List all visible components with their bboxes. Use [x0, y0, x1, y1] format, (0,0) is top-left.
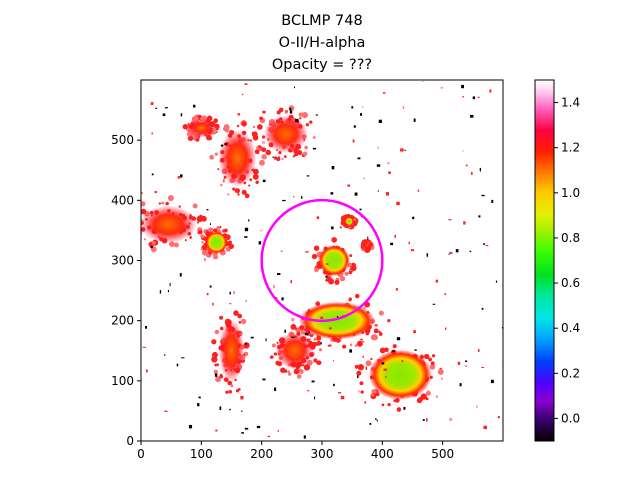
emission-region-2: [354, 344, 444, 412]
colorbar-tick-label-2: 1.0: [561, 186, 580, 200]
colorbar-tick-label-4: 0.6: [561, 276, 580, 290]
aperture-circle: [260, 198, 384, 323]
colorbar-tick-label-0: 1.4: [561, 96, 580, 110]
chart-title-line-1: BCLMP 748: [281, 13, 363, 29]
emission-region-9: [269, 323, 323, 379]
x-tick-label-5: 500: [431, 447, 454, 461]
x-axis: 0 100 200 300 400 500: [137, 441, 454, 461]
emission-region-11: [360, 239, 375, 254]
emission-region-5: [209, 119, 267, 199]
chart-title-line-2: O-II/H-alpha: [278, 35, 366, 51]
y-tick-label-3: 300: [111, 254, 134, 268]
noise-specks: [141, 80, 503, 439]
colorbar-tick-label-7: 0.0: [561, 411, 580, 425]
emission-region-6: [251, 105, 316, 162]
y-tick-label-0: 0: [126, 434, 134, 448]
x-tick-label-3: 300: [311, 447, 334, 461]
emission-region-4: [200, 225, 234, 260]
colorbar-tick-label-3: 0.8: [561, 231, 580, 245]
emission-region-10: [340, 213, 359, 230]
y-tick-label-4: 400: [111, 193, 134, 207]
x-tick-label-1: 100: [190, 447, 213, 461]
y-tick-label-2: 200: [111, 314, 134, 328]
x-tick-label-0: 0: [137, 447, 145, 461]
y-axis: 0 100 200 300 400 500: [111, 133, 141, 448]
colorbar-tick-label-5: 0.4: [561, 321, 580, 335]
colorbar: [534, 79, 555, 442]
emission-region-8: [211, 310, 250, 394]
heatmap-image: [141, 80, 503, 441]
emission-region-3: [141, 194, 207, 253]
chart-title-line-3: Opacity = ???: [271, 57, 373, 73]
colorbar-tick-label-1: 1.2: [561, 141, 580, 155]
x-tick-label-2: 200: [250, 447, 273, 461]
colorbar-tick-label-6: 0.2: [561, 366, 580, 380]
y-tick-label-1: 100: [111, 374, 134, 388]
y-tick-label-5: 500: [111, 133, 134, 147]
x-tick-label-4: 400: [371, 447, 394, 461]
emission-region-7: [182, 114, 220, 142]
colorbar-axis: 1.4 1.2 1.0 0.8 0.6 0.4 0.2 0.0: [554, 96, 580, 425]
emission-region-1: [311, 237, 357, 285]
